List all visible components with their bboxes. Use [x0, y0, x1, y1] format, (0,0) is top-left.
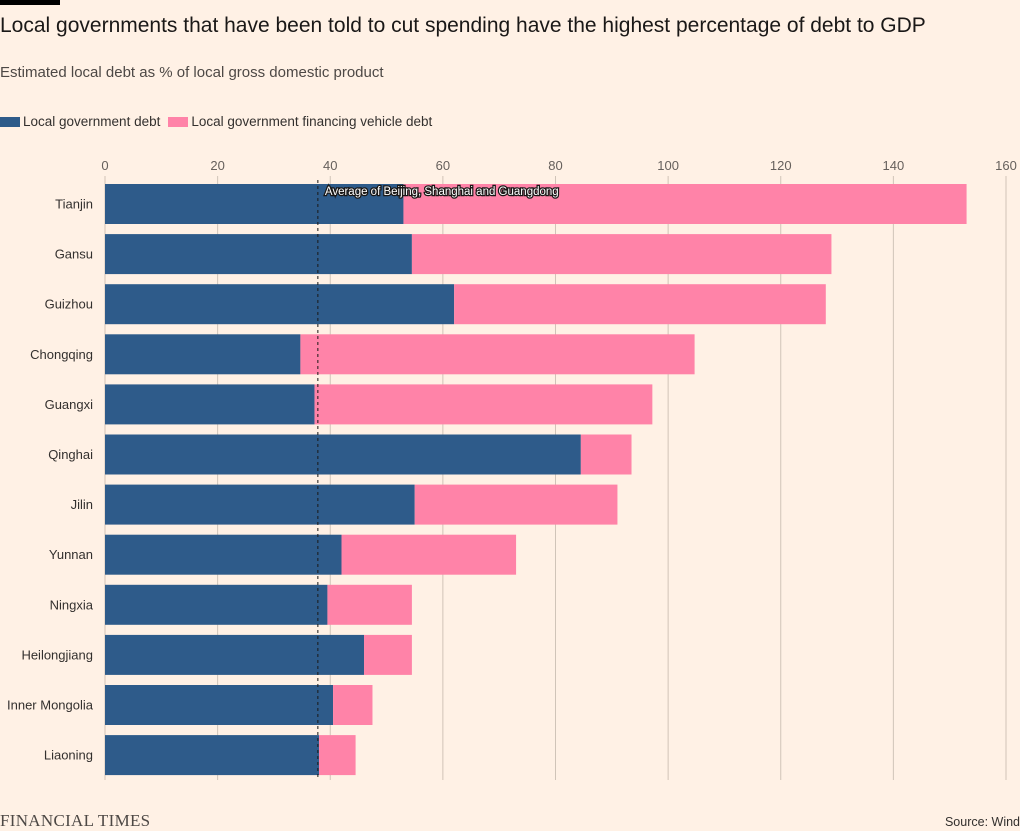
category-label: Yunnan — [49, 547, 93, 562]
bar-local-government-debt — [105, 534, 342, 575]
bar-local-government-debt — [105, 484, 415, 525]
x-tick-label: 100 — [657, 158, 679, 173]
category-label: Qinghai — [48, 447, 93, 462]
bar-chart: 0 20 40 60 80 100 120 140 160 Tianjin Gansu Guizhou… — [7, 158, 1017, 780]
brand-logo: FINANCIAL TIMES — [0, 811, 151, 830]
x-tick-label: 160 — [995, 158, 1017, 173]
bar-financing-vehicle-debt — [341, 534, 517, 575]
x-tick-label: 120 — [770, 158, 792, 173]
legend-swatch-local-government-debt — [0, 116, 20, 127]
category-label: Heilongjiang — [21, 647, 93, 662]
bar-local-government-debt — [105, 584, 328, 625]
chart-title: Local governments that have been told to… — [0, 14, 926, 37]
category-label: Ningxia — [50, 597, 94, 612]
x-tick-label: 80 — [548, 158, 562, 173]
bar-local-government-debt — [105, 284, 455, 325]
bar-local-government-debt — [105, 184, 404, 224]
x-tick-label: 20 — [210, 158, 224, 173]
bar-financing-vehicle-debt — [403, 184, 967, 224]
x-tick-label: 40 — [323, 158, 337, 173]
legend: Local government debt Local government f… — [0, 114, 440, 129]
bar-financing-vehicle-debt — [318, 735, 356, 776]
category-label: Inner Mongolia — [7, 698, 94, 713]
category-label: Chongqing — [30, 347, 93, 362]
bar-financing-vehicle-debt — [327, 584, 412, 625]
bar-local-government-debt — [105, 384, 315, 425]
bar-financing-vehicle-debt — [411, 234, 832, 275]
category-label: Liaoning — [44, 748, 93, 763]
category-label: Gansu — [55, 247, 93, 262]
category-label: Tianjin — [55, 197, 93, 212]
bar-financing-vehicle-debt — [364, 634, 412, 675]
legend-item-local-government-debt: Local government debt — [0, 114, 160, 129]
bar-local-government-debt — [105, 634, 365, 675]
bar-local-government-debt — [105, 234, 412, 275]
top-rule — [0, 0, 60, 5]
bar-financing-vehicle-debt — [580, 434, 632, 475]
bar-financing-vehicle-debt — [414, 484, 618, 525]
legend-label-local-government-debt: Local government debt — [23, 114, 161, 129]
chart-subtitle: Estimated local debt as % of local gross… — [0, 64, 384, 81]
bar-financing-vehicle-debt — [300, 334, 695, 375]
bar-local-government-debt — [105, 334, 301, 375]
legend-item-financing-vehicle-debt: Local government financing vehicle debt — [168, 114, 432, 129]
source-note: Source: Wind — [944, 815, 1020, 829]
bar-local-government-debt — [105, 434, 581, 475]
bar-local-government-debt — [105, 685, 334, 725]
reference-line-label: Average of Beijing, Shanghai and Guangdo… — [325, 186, 559, 198]
x-tick-label: 140 — [883, 158, 905, 173]
legend-label-financing-vehicle-debt: Local government financing vehicle debt — [191, 114, 433, 129]
bar-financing-vehicle-debt — [314, 384, 653, 425]
bar-financing-vehicle-debt — [333, 685, 373, 725]
category-label: Guizhou — [45, 297, 93, 312]
bar-local-government-debt — [105, 735, 319, 776]
category-label: Jilin — [71, 497, 93, 512]
bar-financing-vehicle-debt — [454, 284, 826, 325]
x-tick-label: 0 — [101, 158, 108, 173]
category-label: Guangxi — [45, 397, 94, 412]
legend-swatch-financing-vehicle-debt — [168, 116, 189, 127]
x-tick-label: 60 — [436, 158, 450, 173]
